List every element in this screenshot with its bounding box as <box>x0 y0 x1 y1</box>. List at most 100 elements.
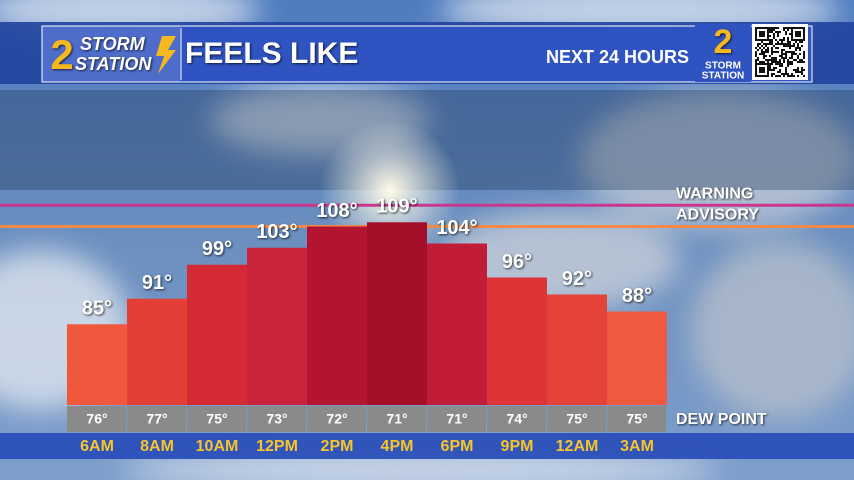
qr-cell <box>771 61 773 63</box>
qr-cell <box>771 63 773 65</box>
qr-cell <box>759 53 761 55</box>
qr-cell <box>795 69 797 71</box>
qr-cell <box>791 29 793 31</box>
qr-cell <box>787 51 789 53</box>
qr-cell <box>761 35 763 37</box>
qr-cell <box>763 35 765 37</box>
qr-cell <box>771 27 773 29</box>
qr-cell <box>787 37 789 39</box>
value-label: 108° <box>316 200 357 222</box>
qr-cell <box>765 63 767 65</box>
qr-cell <box>771 75 773 77</box>
qr-cell <box>769 27 771 29</box>
qr-cell <box>767 65 769 67</box>
qr-cell <box>785 43 787 45</box>
qr-cell <box>771 29 773 31</box>
qr-cell <box>755 73 757 75</box>
qr-cell <box>795 49 797 51</box>
qr-cell <box>767 27 769 29</box>
qr-cell <box>763 69 765 71</box>
qr-cell <box>763 63 765 65</box>
qr-cell <box>789 27 791 29</box>
qr-cell <box>773 29 775 31</box>
qr-cell <box>789 45 791 47</box>
qr-cell <box>793 27 795 29</box>
qr-cell <box>763 39 765 41</box>
qr-cell <box>781 57 783 59</box>
qr-cell <box>791 73 793 75</box>
qr-cell <box>803 35 805 37</box>
qr-cell <box>755 31 757 33</box>
chart-subtitle: NEXT 24 HOURS <box>546 47 689 67</box>
qr-cell <box>777 71 779 73</box>
qr-cell <box>801 73 803 75</box>
dew-point-cell <box>367 406 426 432</box>
qr-cell <box>787 45 789 47</box>
qr-cell <box>769 35 771 37</box>
dew-point-label: DEW POINT <box>676 411 767 428</box>
value-label: 99° <box>202 238 232 260</box>
qr-cell <box>771 39 773 41</box>
x-tick-label: 6AM <box>80 438 114 455</box>
qr-cell <box>799 33 801 35</box>
qr-cell <box>799 27 801 29</box>
qr-cell <box>797 39 799 41</box>
chart-title: FEELS LIKE <box>185 37 358 70</box>
qr-cell <box>759 39 761 41</box>
qr-cell <box>759 43 761 45</box>
qr-cell <box>789 51 791 53</box>
qr-cell <box>783 73 785 75</box>
qr-cell <box>755 71 757 73</box>
qr-cell <box>767 75 769 77</box>
value-label: 103° <box>256 221 297 243</box>
qr-cell <box>803 69 805 71</box>
qr-cell <box>803 61 805 63</box>
qr-cell <box>775 51 777 53</box>
qr-cell <box>769 59 771 61</box>
qr-cell <box>755 55 757 57</box>
qr-cell <box>787 41 789 43</box>
qr-cell <box>763 33 765 35</box>
qr-cell <box>755 69 757 71</box>
qr-cell <box>785 27 787 29</box>
qr-cell <box>779 39 781 41</box>
qr-cell <box>793 59 795 61</box>
qr-cell <box>775 43 777 45</box>
qr-cell <box>793 53 795 55</box>
x-tick-label: 6PM <box>441 438 474 455</box>
qr-cell <box>799 31 801 33</box>
qr-cell <box>761 39 763 41</box>
qr-cell <box>773 51 775 53</box>
qr-cell <box>773 61 775 63</box>
qr-cell <box>755 39 757 41</box>
value-label: 85° <box>82 298 112 320</box>
qr-cell <box>757 27 759 29</box>
qr-cell <box>793 51 795 53</box>
qr-cell <box>781 65 783 67</box>
qr-cell <box>773 69 775 71</box>
value-label: 92° <box>562 268 592 290</box>
dew-point-value: 75° <box>206 411 227 427</box>
qr-cell <box>775 39 777 41</box>
qr-cell <box>763 47 765 49</box>
qr-cell <box>755 35 757 37</box>
qr-cell <box>777 63 779 65</box>
qr-cell <box>763 71 765 73</box>
qr-cell <box>785 45 787 47</box>
qr-cell <box>767 35 769 37</box>
dew-point-cell <box>427 406 486 432</box>
qr-cell <box>791 39 793 41</box>
dew-point-value: 75° <box>626 411 647 427</box>
qr-cell <box>757 57 759 59</box>
qr-cell <box>777 31 779 33</box>
qr-cell <box>785 53 787 55</box>
qr-cell <box>767 49 769 51</box>
qr-cell <box>783 29 785 31</box>
qr-cell <box>771 59 773 61</box>
qr-cell <box>761 49 763 51</box>
qr-cell <box>755 75 757 77</box>
qr-cell <box>759 47 761 49</box>
qr-cell <box>755 63 757 65</box>
